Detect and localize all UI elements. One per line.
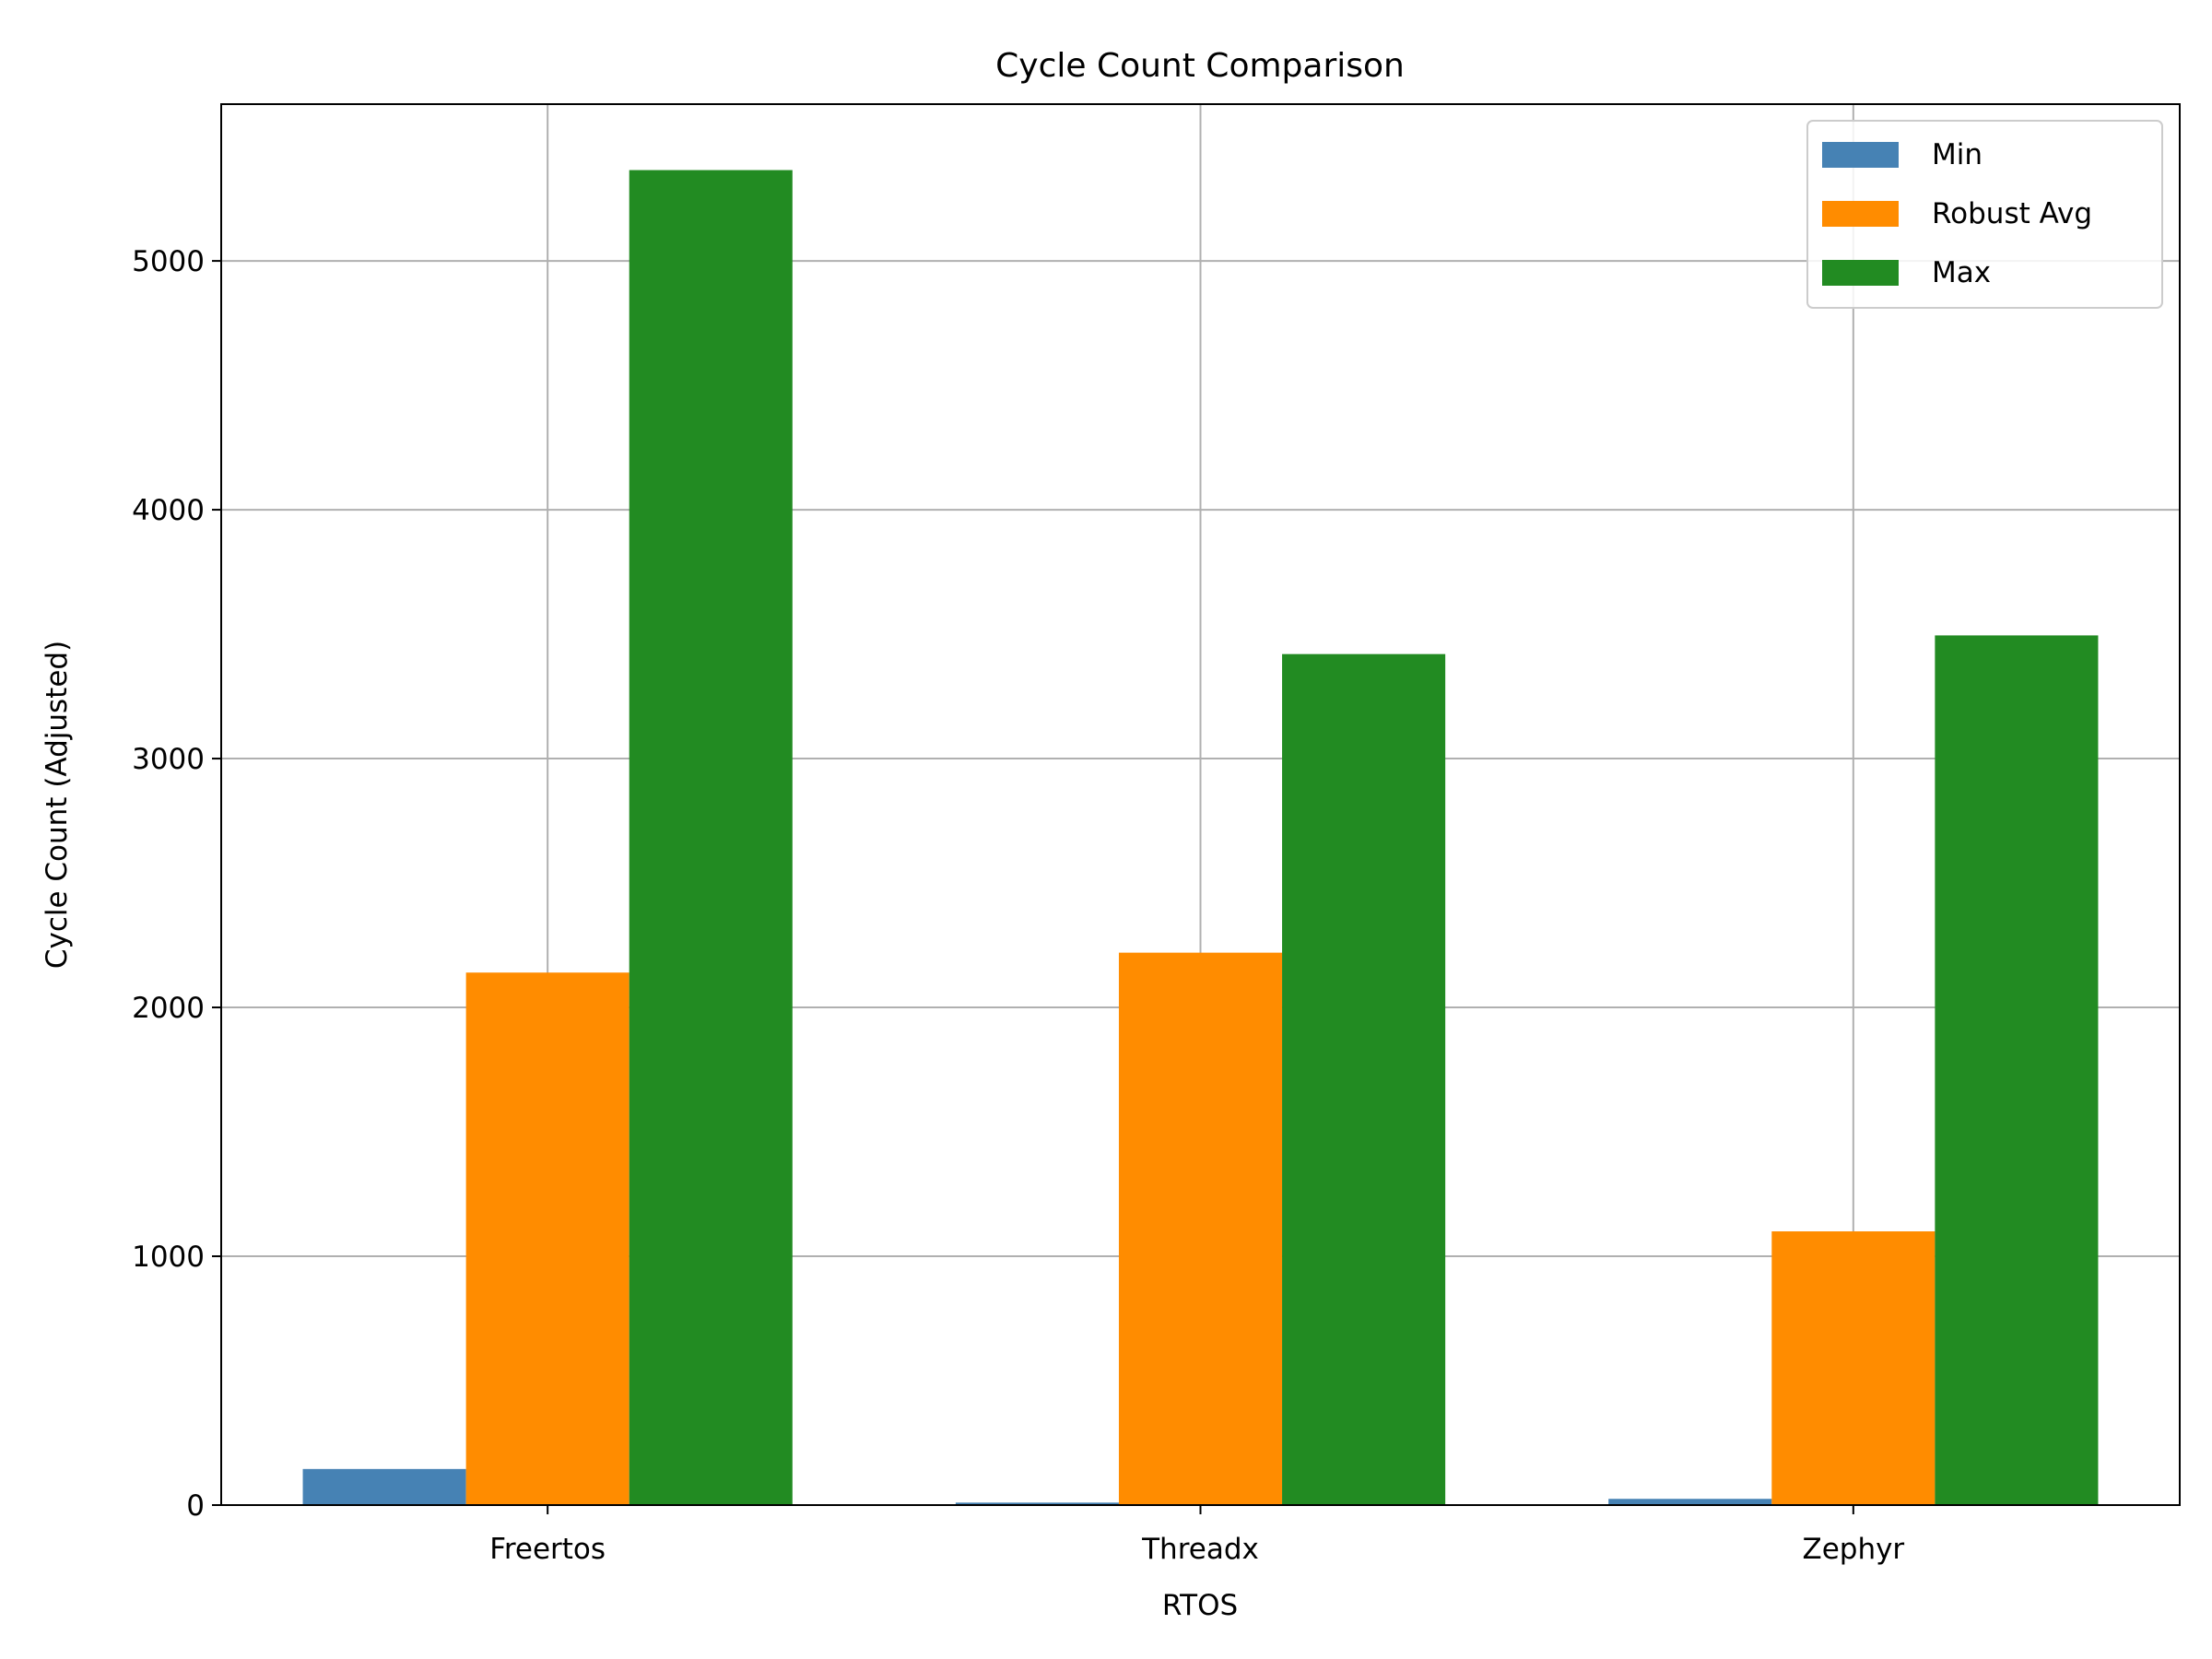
legend: Min Robust Avg Max	[1806, 120, 2163, 309]
y-tick-label: 0	[186, 1489, 205, 1523]
legend-swatch	[1822, 260, 1899, 286]
legend-label: Max	[1932, 256, 1991, 289]
legend-swatch	[1822, 142, 1899, 168]
y-tick-label: 5000	[132, 245, 205, 278]
y-axis-label: Cycle Count (Adjusted)	[41, 641, 74, 969]
bar-robust-avg	[1771, 1231, 1936, 1505]
bar-max	[1282, 653, 1446, 1505]
x-tick-label: Zephyr	[1802, 1533, 1904, 1566]
x-tick-label: Freertos	[489, 1533, 606, 1566]
bar-max	[629, 170, 793, 1505]
legend-label: Robust Avg	[1932, 197, 2092, 230]
axis-ticks: 0 1000 2000 3000 4000 5000 Freertos Threadx Zeph…	[132, 245, 1904, 1566]
legend-label: Min	[1932, 138, 1983, 171]
y-tick-label: 4000	[132, 494, 205, 527]
bar-min	[302, 1468, 466, 1505]
bar-max	[1935, 635, 2099, 1505]
y-tick-label: 1000	[132, 1241, 205, 1274]
bar-robust-avg	[1118, 952, 1283, 1505]
legend-swatch	[1822, 201, 1899, 227]
y-tick-label: 3000	[132, 743, 205, 776]
x-axis-label: RTOS	[1162, 1589, 1238, 1622]
bar-robust-avg	[465, 972, 629, 1505]
bar-min	[1608, 1499, 1772, 1505]
bar-min	[955, 1502, 1119, 1505]
bars	[302, 170, 2099, 1505]
chart-title: Cycle Count Comparison	[995, 47, 1405, 85]
x-tick-label: Threadx	[1141, 1533, 1259, 1566]
y-tick-label: 2000	[132, 992, 205, 1025]
